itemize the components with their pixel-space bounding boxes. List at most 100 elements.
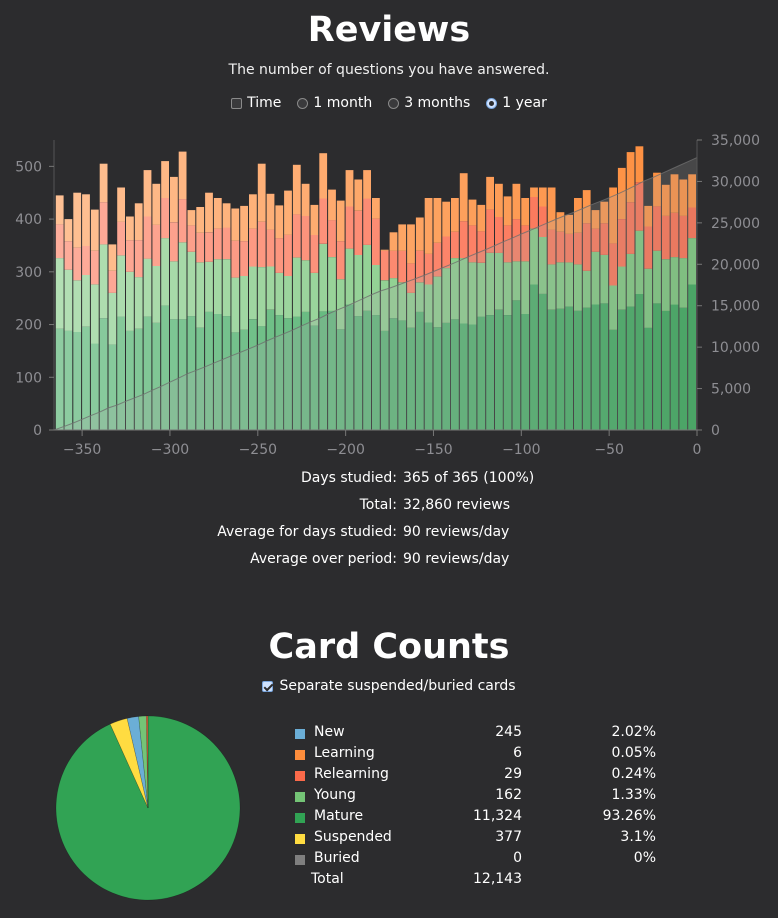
bar-mature <box>328 310 336 430</box>
bar-mature <box>319 311 328 430</box>
bar-mature <box>73 331 82 430</box>
bar-learning <box>609 187 617 244</box>
time-toggle[interactable]: Time <box>231 95 281 111</box>
bar-young <box>161 238 169 306</box>
bar-learning <box>372 198 380 219</box>
bar-mature <box>380 330 389 430</box>
card-counts-title: Card Counts <box>268 627 510 667</box>
bar-relearning <box>503 225 512 263</box>
bar-mature <box>161 305 169 430</box>
y-tick-right-label: 20,000 <box>711 257 760 273</box>
bar-relearning <box>222 227 231 260</box>
bar-learning <box>82 194 90 246</box>
bar-learning <box>600 201 609 224</box>
bar-mature <box>82 326 90 430</box>
pie-slice-relearning <box>146 715 149 809</box>
range-selector: Time 1 month 3 months 1 year <box>0 95 778 111</box>
x-tick-label: 0 <box>693 442 702 458</box>
bar-young <box>521 261 530 314</box>
bar-young <box>670 257 679 305</box>
range-1-year-radio[interactable] <box>486 97 498 109</box>
bar-young <box>73 280 82 332</box>
separate-suspended-checkbox[interactable] <box>262 680 274 692</box>
bar-learning <box>143 170 152 217</box>
bar-learning <box>363 170 371 199</box>
bar-relearning <box>363 198 371 245</box>
bar-mature <box>582 307 591 430</box>
bar-mature <box>556 308 565 430</box>
bar-young <box>90 284 99 344</box>
bar-learning <box>134 203 143 241</box>
bar-learning <box>319 153 328 199</box>
range-3-months[interactable]: 3 months <box>388 95 470 111</box>
bar-learning <box>196 207 205 233</box>
bar-relearning <box>336 241 345 280</box>
bar-young <box>600 254 609 304</box>
bar-young <box>530 228 538 285</box>
legend-name: Young <box>314 787 356 803</box>
x-tick-label: −350 <box>63 442 101 458</box>
bar-young <box>477 262 486 317</box>
bar-young <box>328 257 336 311</box>
y-tick-left-label: 100 <box>15 370 42 386</box>
bar-relearning <box>249 228 257 267</box>
bar-learning <box>407 224 415 264</box>
bar-learning <box>424 198 433 254</box>
bar-mature <box>284 318 292 430</box>
bar-relearning <box>653 206 661 251</box>
bar-relearning <box>82 246 90 275</box>
reviews-subtitle: The number of questions you have answere… <box>228 62 550 78</box>
x-tick-label: −150 <box>414 442 452 458</box>
range-3-months-radio[interactable] <box>388 97 400 109</box>
bar-young <box>240 276 248 330</box>
bar-young <box>653 250 661 304</box>
bar-mature <box>275 315 284 430</box>
bar-relearning <box>231 240 240 278</box>
bar-mature <box>222 316 231 430</box>
y-tick-right-label: 5,000 <box>711 382 751 398</box>
bar-learning <box>170 176 178 223</box>
bar-young <box>152 266 161 323</box>
bar-relearning <box>512 219 521 262</box>
bar-young <box>415 282 424 312</box>
bar-relearning <box>301 215 310 261</box>
bar-relearning <box>442 236 451 269</box>
legend-name: Buried <box>314 850 360 866</box>
bar-young <box>82 275 90 327</box>
bar-young <box>451 258 459 320</box>
range-1-month-radio[interactable] <box>297 97 309 109</box>
bar-young <box>178 242 187 320</box>
y-tick-right-label: 35,000 <box>711 133 760 149</box>
bar-young <box>407 292 415 328</box>
reviews-chart: 0 100 200 300 400 500 0 5,000 10,000 15,000 20,000… <box>15 133 760 458</box>
legend-count: 29 <box>504 766 522 782</box>
range-1-month[interactable]: 1 month <box>297 95 372 111</box>
legend-percent: 93.26% <box>602 808 656 824</box>
bar-relearning <box>99 202 108 245</box>
x-tick-label: −200 <box>326 442 364 458</box>
time-checkbox[interactable] <box>231 97 243 109</box>
range-3-months-label: 3 months <box>404 95 471 111</box>
bar-mature <box>249 319 257 430</box>
bar-relearning <box>644 226 653 269</box>
legend-name: Learning <box>314 745 375 761</box>
bar-learning <box>328 189 336 221</box>
bar-relearning <box>213 228 222 260</box>
bar-relearning <box>415 250 424 283</box>
legend-count: 245 <box>495 724 522 740</box>
range-1-year[interactable]: 1 year <box>486 95 547 111</box>
separate-suspended-toggle[interactable]: Separate suspended/buried cards <box>0 678 778 694</box>
bar-young <box>284 276 292 319</box>
bar-young <box>134 277 143 329</box>
bar-mature <box>407 327 415 430</box>
bar-relearning <box>152 224 161 266</box>
stat-average-studied: Average for days studied: 90 reviews/day <box>0 524 778 551</box>
cumulative-area <box>53 157 698 431</box>
bar-learning <box>442 201 451 237</box>
bar-learning <box>336 200 345 242</box>
bar-learning <box>99 163 108 203</box>
bar-relearning <box>670 212 679 258</box>
bar-mature <box>152 323 161 430</box>
bar-learning <box>249 194 257 229</box>
bar-young <box>372 265 380 316</box>
